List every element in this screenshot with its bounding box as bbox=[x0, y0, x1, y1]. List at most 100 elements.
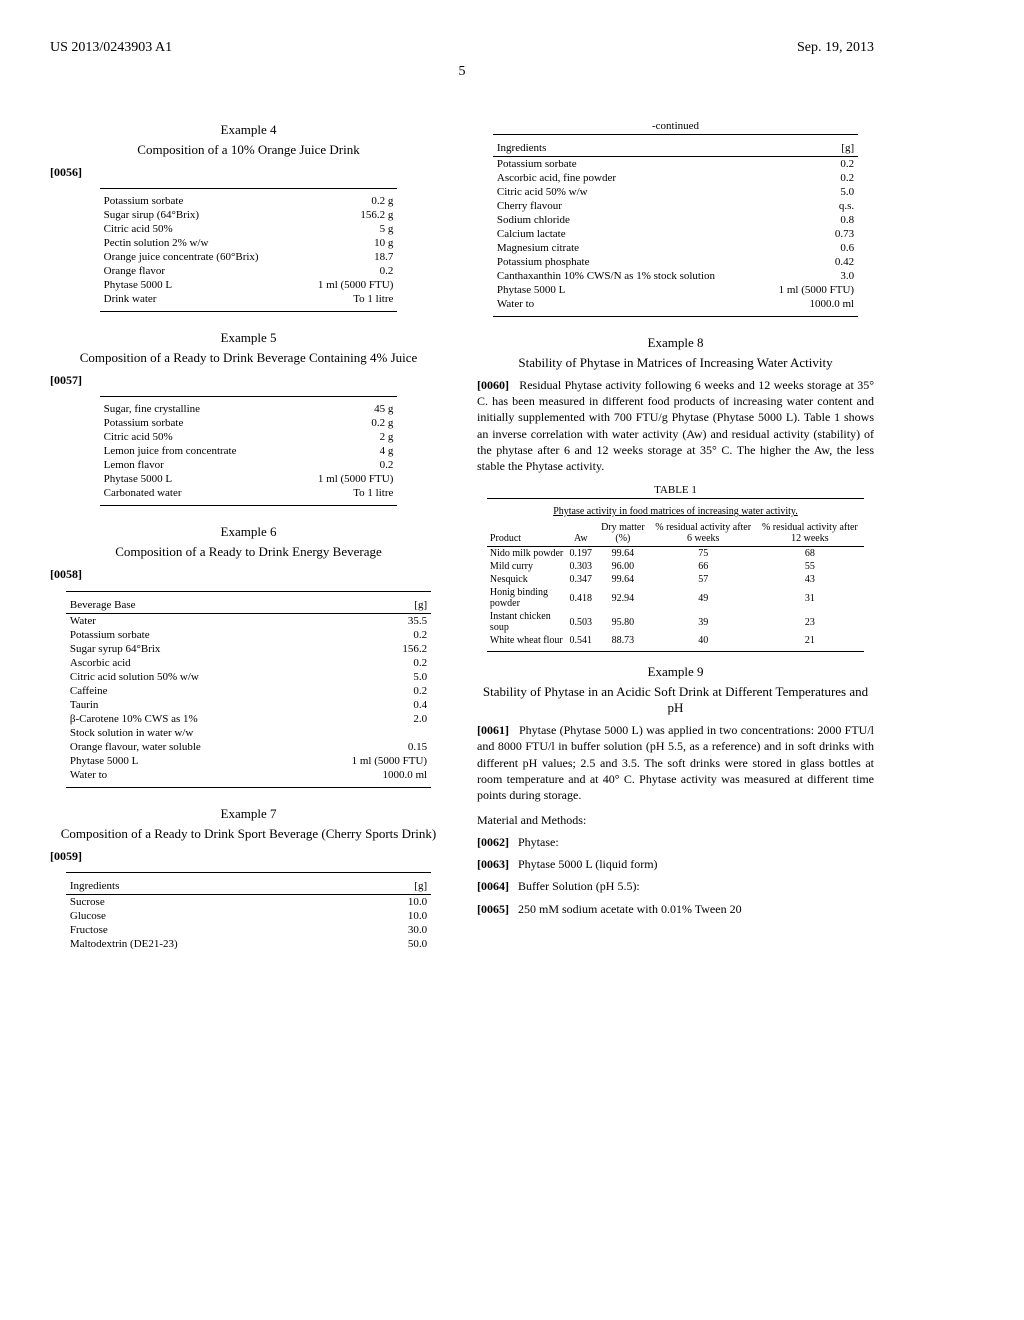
table-row: Water to1000.0 ml bbox=[493, 297, 858, 311]
table-row: Phytase 5000 L1 ml (5000 FTU) bbox=[493, 283, 858, 297]
table-row: Nesquick0.34799.645743 bbox=[487, 573, 864, 586]
table-row: Nido milk powder0.19799.647568 bbox=[487, 547, 864, 561]
example-5-subtitle: Composition of a Ready to Drink Beverage… bbox=[50, 350, 447, 366]
table-row: Ascorbic acid0.2 bbox=[66, 656, 431, 670]
table-row: Phytase 5000 L1 ml (5000 FTU) bbox=[100, 278, 398, 292]
table-row: Potassium sorbate0.2 g bbox=[100, 416, 398, 430]
ex6-head-1: [g] bbox=[294, 597, 431, 614]
table-row: Taurin0.4 bbox=[66, 698, 431, 712]
table-row: Glucose10.0 bbox=[66, 909, 431, 923]
header-left: US 2013/0243903 A1 bbox=[50, 40, 172, 56]
table-row: β-Carotene 10% CWS as 1%2.0 bbox=[66, 712, 431, 726]
example-6-title: Example 6 bbox=[50, 524, 447, 540]
table-row: Potassium sorbate0.2 bbox=[66, 628, 431, 642]
table-1: Phytase activity in food matrices of inc… bbox=[487, 498, 864, 652]
para-0061: [0061] bbox=[477, 723, 509, 737]
list-item: [0062] Phytase: bbox=[477, 834, 874, 850]
left-column: Example 4 Composition of a 10% Orange Ju… bbox=[50, 110, 447, 969]
table-row: Sugar syrup 64°Brix156.2 bbox=[66, 642, 431, 656]
table-row: Phytase 5000 L1 ml (5000 FTU) bbox=[100, 472, 398, 486]
example-8-title: Example 8 bbox=[477, 335, 874, 351]
table-row: Cherry flavourq.s. bbox=[493, 199, 858, 213]
para-0061-text: [0061] Phytase (Phytase 5000 L) was appl… bbox=[477, 722, 874, 803]
table-row: Honig binding powder0.41892.944931 bbox=[487, 586, 864, 610]
list-item: [0064] Buffer Solution (pH 5.5): bbox=[477, 878, 874, 894]
table-row: Magnesium citrate0.6 bbox=[493, 241, 858, 255]
t1-h1: Aw bbox=[567, 520, 596, 547]
table-row: Potassium phosphate0.42 bbox=[493, 255, 858, 269]
page: US 2013/0243903 A1 Sep. 19, 2013 5 Examp… bbox=[0, 0, 924, 1009]
example-5-title: Example 5 bbox=[50, 330, 447, 346]
table-row: Carbonated waterTo 1 litre bbox=[100, 486, 398, 500]
table-row: Water35.5 bbox=[66, 613, 431, 628]
table-row: Sugar sirup (64°Brix)156.2 g bbox=[100, 208, 398, 222]
material-methods-list: [0062] Phytase: [0063] Phytase 5000 L (li… bbox=[477, 834, 874, 917]
page-number: 5 bbox=[50, 64, 874, 80]
table-row: Lemon flavor0.2 bbox=[100, 458, 398, 472]
table-row: Orange flavour, water soluble0.15 bbox=[66, 740, 431, 754]
example-4-subtitle: Composition of a 10% Orange Juice Drink bbox=[50, 142, 447, 158]
ex7c-head-0: Ingredients bbox=[493, 140, 760, 157]
t1-h4: % residual activity after 12 weeks bbox=[756, 520, 864, 547]
para-0056: [0056] bbox=[50, 165, 82, 179]
para-0058: [0058] bbox=[50, 567, 82, 581]
list-item: [0065] 250 mM sodium acetate with 0.01% … bbox=[477, 901, 874, 917]
table-row: Maltodextrin (DE21-23)50.0 bbox=[66, 937, 431, 951]
ex7c-head-1: [g] bbox=[760, 140, 858, 157]
ex7-head-1: [g] bbox=[362, 878, 432, 895]
ex6-head-0: Beverage Base bbox=[66, 597, 294, 614]
t1-h2: Dry matter (%) bbox=[595, 520, 651, 547]
table-row: Canthaxanthin 10% CWS/N as 1% stock solu… bbox=[493, 269, 858, 283]
table-row: Sugar, fine crystalline45 g bbox=[100, 402, 398, 416]
t1-h0: Product bbox=[487, 520, 567, 547]
table-row: Calcium lactate0.73 bbox=[493, 227, 858, 241]
table-row: White wheat flour0.54188.734021 bbox=[487, 634, 864, 647]
header-right: Sep. 19, 2013 bbox=[797, 40, 874, 56]
table-row: Stock solution in water w/w bbox=[66, 726, 431, 740]
table-row: Phytase 5000 L1 ml (5000 FTU) bbox=[66, 754, 431, 768]
columns: Example 4 Composition of a 10% Orange Ju… bbox=[50, 110, 874, 969]
continued-label: -continued bbox=[477, 120, 874, 132]
para-0060-body: Residual Phytase activity following 6 we… bbox=[477, 378, 874, 473]
table-row: Pectin solution 2% w/w10 g bbox=[100, 236, 398, 250]
table-row: Water to1000.0 ml bbox=[66, 768, 431, 782]
table-row: Ascorbic acid, fine powder0.2 bbox=[493, 171, 858, 185]
table-1-subcaption: Phytase activity in food matrices of inc… bbox=[487, 503, 864, 520]
example-4-table: Potassium sorbate0.2 gSugar sirup (64°Br… bbox=[100, 188, 398, 312]
table-row: Sodium chloride0.8 bbox=[493, 213, 858, 227]
para-0057: [0057] bbox=[50, 373, 82, 387]
example-7-table: Ingredients[g] Sucrose10.0Glucose10.0Fru… bbox=[66, 872, 431, 951]
table-row: Citric acid 50%5 g bbox=[100, 222, 398, 236]
table-row: Potassium sorbate0.2 g bbox=[100, 194, 398, 208]
table-row: Orange flavor0.2 bbox=[100, 264, 398, 278]
example-9-subtitle: Stability of Phytase in an Acidic Soft D… bbox=[477, 684, 874, 716]
table-1-caption: TABLE 1 bbox=[477, 484, 874, 496]
example-8-subtitle: Stability of Phytase in Matrices of Incr… bbox=[477, 355, 874, 371]
example-7-title: Example 7 bbox=[50, 806, 447, 822]
table-row: Citric acid solution 50% w/w5.0 bbox=[66, 670, 431, 684]
list-item: [0063] Phytase 5000 L (liquid form) bbox=[477, 856, 874, 872]
material-methods-heading: Material and Methods: bbox=[477, 813, 874, 828]
table-row: Caffeine0.2 bbox=[66, 684, 431, 698]
table-row: Fructose30.0 bbox=[66, 923, 431, 937]
table-row: Mild curry0.30396.006655 bbox=[487, 560, 864, 573]
example-6-subtitle: Composition of a Ready to Drink Energy B… bbox=[50, 544, 447, 560]
t1-h3: % residual activity after 6 weeks bbox=[651, 520, 756, 547]
example-7-subtitle: Composition of a Ready to Drink Sport Be… bbox=[50, 826, 447, 842]
example-9-title: Example 9 bbox=[477, 664, 874, 680]
para-0060: [0060] bbox=[477, 378, 509, 392]
table-row: Orange juice concentrate (60°Brix)18.7 bbox=[100, 250, 398, 264]
right-column: -continued Ingredients[g] Potassium sorb… bbox=[477, 110, 874, 969]
example-6-table: Beverage Base[g] Water35.5Potassium sorb… bbox=[66, 591, 431, 788]
table-row: Sucrose10.0 bbox=[66, 894, 431, 909]
para-0060-text: [0060] Residual Phytase activity followi… bbox=[477, 377, 874, 474]
table-row: Potassium sorbate0.2 bbox=[493, 157, 858, 172]
table-row: Lemon juice from concentrate4 g bbox=[100, 444, 398, 458]
example-4-title: Example 4 bbox=[50, 122, 447, 138]
table-row: Citric acid 50%2 g bbox=[100, 430, 398, 444]
table-row: Instant chicken soup0.50395.803923 bbox=[487, 610, 864, 634]
table-row: Drink waterTo 1 litre bbox=[100, 292, 398, 306]
example-7-continued-table: Ingredients[g] Potassium sorbate0.2Ascor… bbox=[493, 134, 858, 317]
para-0061-body: Phytase (Phytase 5000 L) was applied in … bbox=[477, 723, 874, 802]
para-0059: [0059] bbox=[50, 849, 82, 863]
